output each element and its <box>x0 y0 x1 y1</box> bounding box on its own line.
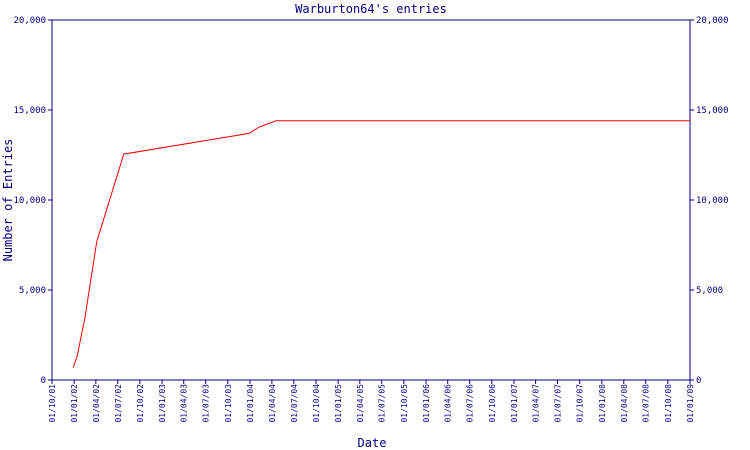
x-tick-label: 01/10/05 <box>400 384 409 423</box>
x-tick-label: 01/01/07 <box>510 384 519 423</box>
x-tick-label: 01/01/09 <box>686 384 695 423</box>
x-tick-label: 01/07/06 <box>466 384 475 423</box>
x-tick-label: 01/10/03 <box>224 384 233 423</box>
x-tick-label: 01/04/04 <box>268 384 277 423</box>
y-tick-label: 20,000 <box>13 16 46 26</box>
x-tick-label: 01/07/02 <box>114 384 123 423</box>
x-tick-label: 01/04/06 <box>444 384 453 423</box>
x-tick-label: 01/10/01 <box>48 384 57 423</box>
y2-tick-label: 5,000 <box>696 286 723 296</box>
x-tick-label: 01/10/02 <box>136 384 145 423</box>
x-tick-label: 01/01/08 <box>598 384 607 423</box>
x-axis-label: Date <box>358 436 387 450</box>
x-tick-label: 01/04/03 <box>180 384 189 423</box>
x-tick-label: 01/01/02 <box>70 384 79 423</box>
x-tick-label: 01/10/07 <box>576 384 585 423</box>
chart-title: Warburton64's entries <box>295 2 447 16</box>
y-tick-label: 5,000 <box>19 286 46 296</box>
x-tick-label: 01/07/08 <box>642 384 651 423</box>
data-line <box>72 120 690 368</box>
x-tick-label: 01/07/05 <box>378 384 387 423</box>
x-tick-label: 01/01/05 <box>334 384 343 423</box>
y2-tick-label: 15,000 <box>696 106 729 116</box>
x-tick-label: 01/01/04 <box>246 384 255 423</box>
x-tick-label: 01/04/05 <box>356 384 365 423</box>
y-axis-label: Number of Entries <box>1 139 15 262</box>
x-tick-label: 01/04/02 <box>92 384 101 423</box>
x-tick-label: 01/01/03 <box>158 384 167 423</box>
y2-tick-label: 10,000 <box>696 196 729 206</box>
y-tick-label: 10,000 <box>13 196 46 206</box>
x-tick-label: 01/04/08 <box>620 384 629 423</box>
y-tick-label: 0 <box>41 376 46 386</box>
x-tick-label: 01/07/07 <box>554 384 563 423</box>
x-tick-label: 01/04/07 <box>532 384 541 423</box>
x-tick-label: 01/01/06 <box>422 384 431 423</box>
x-tick-label: 01/10/04 <box>312 384 321 423</box>
y-tick-label: 15,000 <box>13 106 46 116</box>
plot-frame <box>51 19 691 381</box>
x-tick-label: 01/07/03 <box>202 384 211 423</box>
y2-tick-label: 0 <box>696 376 701 386</box>
x-tick-label: 01/10/06 <box>488 384 497 423</box>
x-tick-label: 01/10/08 <box>664 384 673 423</box>
x-tick-label: 01/07/04 <box>290 384 299 423</box>
y2-tick-label: 20,000 <box>696 16 729 26</box>
